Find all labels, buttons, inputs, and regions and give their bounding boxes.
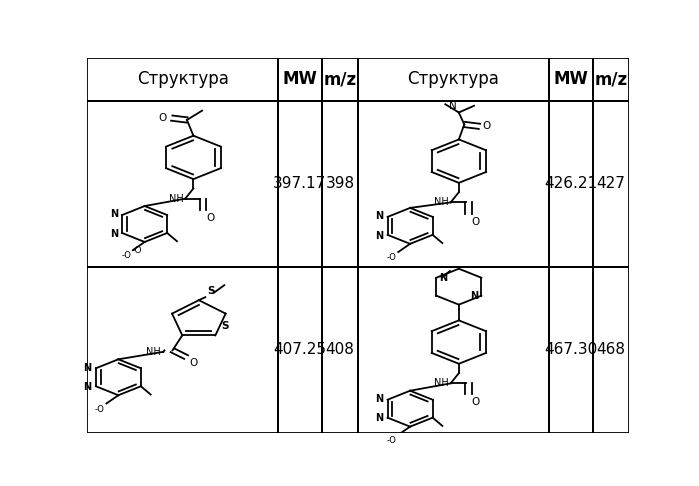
Text: S: S xyxy=(221,321,229,331)
Text: N: N xyxy=(375,211,383,221)
Text: N: N xyxy=(375,394,383,404)
Bar xyxy=(549,267,593,433)
Text: 397.17: 397.17 xyxy=(273,176,326,191)
Text: N: N xyxy=(449,101,457,111)
Text: O: O xyxy=(206,213,215,223)
Text: 467.30: 467.30 xyxy=(544,342,597,357)
Bar xyxy=(593,267,629,433)
Text: 408: 408 xyxy=(326,342,354,357)
Text: NH: NH xyxy=(434,197,449,208)
Text: 427: 427 xyxy=(596,176,626,191)
Text: O: O xyxy=(159,113,167,123)
Text: N: N xyxy=(83,382,92,392)
Text: O: O xyxy=(483,122,491,131)
Text: N: N xyxy=(375,414,383,423)
Bar xyxy=(593,58,629,101)
Bar xyxy=(322,101,359,267)
Text: m/z: m/z xyxy=(324,70,356,88)
Text: 398: 398 xyxy=(326,176,354,191)
Text: NH: NH xyxy=(434,378,449,388)
Text: -O: -O xyxy=(95,404,105,414)
Text: -O: -O xyxy=(387,253,396,262)
Text: S: S xyxy=(207,286,215,295)
Bar xyxy=(549,101,593,267)
Text: m/z: m/z xyxy=(594,70,628,88)
Bar xyxy=(322,58,359,101)
Text: O: O xyxy=(189,358,198,368)
Text: N: N xyxy=(110,209,118,219)
Text: MW: MW xyxy=(282,70,317,88)
Bar xyxy=(549,58,593,101)
Bar xyxy=(87,58,278,101)
Bar xyxy=(278,101,322,267)
Bar xyxy=(87,267,278,433)
Bar xyxy=(593,101,629,267)
Text: O: O xyxy=(472,217,480,226)
Bar xyxy=(359,58,549,101)
Bar xyxy=(278,267,322,433)
Text: Структура: Структура xyxy=(408,70,499,88)
Text: N: N xyxy=(110,229,118,239)
Text: -O: -O xyxy=(131,246,142,255)
Text: 468: 468 xyxy=(596,342,626,357)
Text: 407.25: 407.25 xyxy=(273,342,326,357)
Bar xyxy=(278,58,322,101)
Text: N: N xyxy=(83,363,92,373)
Text: N: N xyxy=(440,273,448,283)
Text: N: N xyxy=(375,230,383,241)
Text: O: O xyxy=(472,398,480,407)
Text: N: N xyxy=(470,291,478,301)
Text: -O: -O xyxy=(121,251,131,260)
Bar xyxy=(322,267,359,433)
Bar xyxy=(359,101,549,267)
Text: Структура: Структура xyxy=(136,70,229,88)
Bar xyxy=(87,101,278,267)
Text: -O: -O xyxy=(387,436,396,445)
Text: MW: MW xyxy=(553,70,588,88)
Text: 426.21: 426.21 xyxy=(544,176,597,191)
Bar xyxy=(359,267,549,433)
Text: NH: NH xyxy=(146,347,161,357)
Text: NH: NH xyxy=(168,193,183,204)
